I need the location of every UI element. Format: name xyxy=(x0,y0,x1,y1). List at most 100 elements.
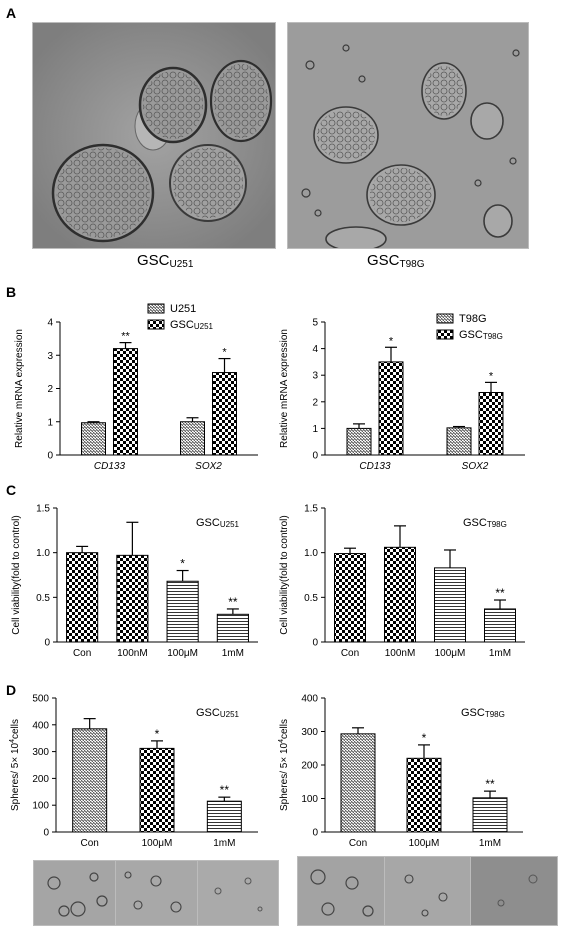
micrograph-gsc-u251 xyxy=(32,22,276,249)
y-tick-label: 0 xyxy=(312,638,318,649)
bar xyxy=(434,567,466,643)
image-label-t98g: GSCT98G xyxy=(367,252,425,270)
y-tick-label: 0 xyxy=(312,451,318,462)
category-label: Con xyxy=(349,838,367,849)
category-label: 100μM xyxy=(409,838,440,849)
y-tick-label: 100 xyxy=(32,801,49,812)
category-label: 1mM xyxy=(213,838,235,849)
y-tick-label: 0 xyxy=(312,828,318,839)
category-label: SOX2 xyxy=(195,461,222,472)
bar xyxy=(139,747,175,833)
micrograph-u251-drawing xyxy=(33,23,275,248)
bar xyxy=(472,797,508,833)
significance-label: * xyxy=(489,370,494,382)
bar xyxy=(406,757,442,833)
y-axis-label-sup: 4 xyxy=(278,739,285,743)
significance-label: * xyxy=(222,347,227,359)
category-label: 1mM xyxy=(489,648,511,659)
legend-swatch xyxy=(436,313,454,324)
sphere xyxy=(209,59,273,143)
bar xyxy=(212,372,237,456)
bar xyxy=(216,613,249,643)
panel-letter-b: B xyxy=(6,284,16,300)
legend-label-main: GSC xyxy=(459,329,483,341)
chart-title: GSCU251 xyxy=(196,517,240,529)
category-label: Con xyxy=(341,648,359,659)
y-tick-label: 0.5 xyxy=(304,593,318,604)
sphere xyxy=(169,144,247,222)
chart-b2: 0 1 2 3 4 5 Relative mRNA expression * CD133 * SOX… xyxy=(279,313,525,472)
y-axis-label-tail: cells xyxy=(279,719,290,739)
significance-label: ** xyxy=(485,777,495,791)
sphere-image-drawing xyxy=(116,861,198,925)
chart-title: GSCU251 xyxy=(196,707,240,719)
sphere-image-u251-1mm xyxy=(197,860,279,926)
y-axis-label: Cell viability(fold to control) xyxy=(279,515,290,635)
y-axis-label-main: Spheres/ 5× 10 xyxy=(10,742,21,811)
category-label: Con xyxy=(80,838,98,849)
category-label: 100nM xyxy=(117,648,148,659)
bar xyxy=(166,580,199,643)
chart-title-sub: T98G xyxy=(487,520,507,529)
chart-title-sub: U251 xyxy=(220,520,240,529)
y-tick-label: 1.0 xyxy=(36,548,50,559)
y-tick-label: 1.5 xyxy=(36,504,50,515)
category-label: CD133 xyxy=(94,461,126,472)
y-axis-label: Relative mRNA expression xyxy=(279,329,290,448)
chart-title-sub: T98G xyxy=(485,710,505,719)
y-tick-label: 400 xyxy=(301,694,318,705)
chart-title-sub: U251 xyxy=(220,710,240,719)
sphere-image-t98g-1mm xyxy=(470,856,558,926)
legend-swatch xyxy=(147,303,165,314)
sphere-image-drawing xyxy=(298,857,385,925)
bar xyxy=(66,552,99,643)
legend-swatch xyxy=(147,319,165,330)
image-label-main: GSC xyxy=(367,252,400,269)
image-label-sub: T98G xyxy=(400,259,425,270)
panel-letter-a: A xyxy=(6,5,16,21)
chart-b1: 0 1 2 3 4 Relative mRNA expression ** CD133 * SOX… xyxy=(14,303,258,472)
category-label: 1mM xyxy=(479,838,501,849)
panel-letter-d: D xyxy=(6,682,16,698)
y-tick-label: 300 xyxy=(32,747,49,758)
legend-label-sub: T98G xyxy=(483,332,503,341)
bar xyxy=(113,348,138,456)
bar xyxy=(478,391,504,456)
legend-label: GSCU251 xyxy=(170,319,214,331)
sphere-image-drawing xyxy=(471,857,557,925)
bar xyxy=(180,421,205,456)
y-tick-label: 0 xyxy=(43,828,49,839)
significance-label: ** xyxy=(121,331,130,343)
y-tick-label: 3 xyxy=(47,351,53,362)
chart-title-main: GSC xyxy=(463,517,487,529)
y-tick-label: 5 xyxy=(312,318,318,329)
category-label: 100μM xyxy=(435,648,466,659)
bar xyxy=(446,427,472,456)
y-tick-label: 2 xyxy=(312,397,318,408)
bar xyxy=(346,427,372,456)
category-label: 100μM xyxy=(142,838,173,849)
significance-label: ** xyxy=(220,783,230,797)
y-tick-label: 500 xyxy=(32,694,49,705)
legend-label-sub: U251 xyxy=(194,322,214,331)
sphere-image-drawing xyxy=(198,861,278,925)
image-label-u251: GSCU251 xyxy=(137,252,194,270)
bar xyxy=(384,546,416,643)
chart-title-main: GSC xyxy=(196,707,220,719)
significance-label: * xyxy=(422,731,427,745)
sphere xyxy=(51,143,155,243)
significance-label: * xyxy=(180,557,185,571)
y-axis-label: Spheres/ 5× 104cells xyxy=(278,719,290,811)
category-label: 100μM xyxy=(167,648,198,659)
chart-title: GSCT98G xyxy=(461,707,505,719)
y-tick-label: 400 xyxy=(32,720,49,731)
bar xyxy=(484,608,516,643)
legend-label: GSCT98G xyxy=(459,329,503,341)
category-label: 100nM xyxy=(385,648,416,659)
bar xyxy=(206,800,242,833)
y-tick-label: 0.5 xyxy=(36,593,50,604)
bar xyxy=(334,553,366,643)
significance-label: * xyxy=(155,727,160,741)
panel-letter-c: C xyxy=(6,482,16,498)
legend-label-main: T98G xyxy=(459,313,487,325)
